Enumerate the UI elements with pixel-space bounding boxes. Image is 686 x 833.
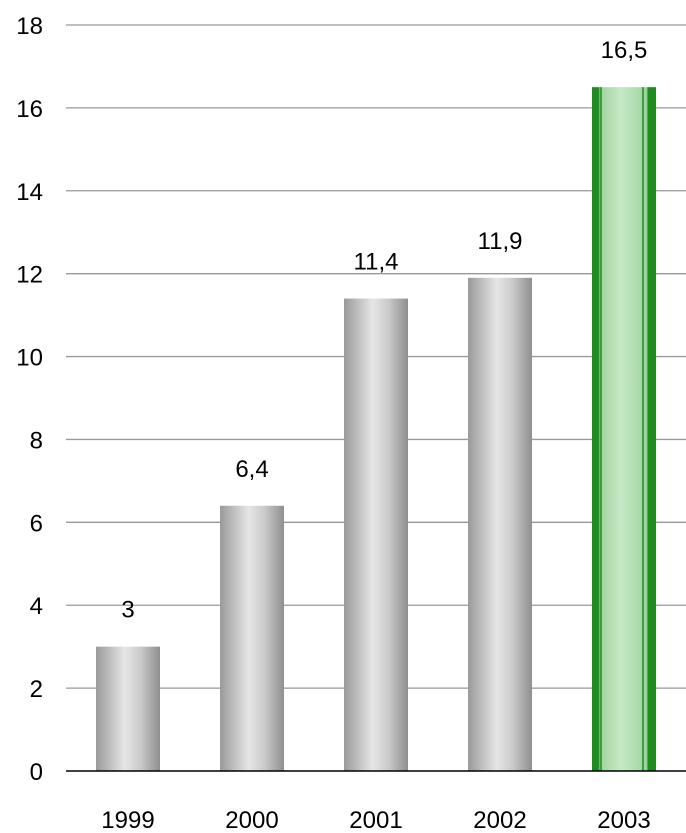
y-tick-label: 14 (16, 179, 43, 206)
y-tick-label: 8 (30, 427, 43, 454)
y-tick-label: 18 (16, 13, 43, 40)
y-tick-label: 12 (16, 262, 43, 289)
y-tick-label: 6 (30, 510, 43, 537)
bars (96, 87, 656, 771)
bar-2003 (592, 87, 656, 771)
y-tick-label: 4 (30, 593, 43, 620)
x-tick-label-1999: 1999 (101, 807, 154, 833)
y-tick-label: 0 (30, 759, 43, 786)
bar-2000 (220, 505, 284, 771)
bar-2001 (344, 298, 408, 771)
y-tick-label: 16 (16, 96, 43, 123)
bar-1999 (96, 646, 160, 771)
data-label-2002: 11,9 (478, 228, 523, 255)
bar-2002 (468, 277, 532, 771)
data-label-2000: 6,4 (235, 456, 268, 483)
x-tick-label-2002: 2002 (473, 807, 526, 833)
x-tick-label-2003: 2003 (597, 807, 650, 833)
data-labels: 3 6,4 11,4 11,9 16,5 (121, 37, 647, 624)
data-label-2003: 16,5 (601, 37, 648, 64)
data-label-2001: 11,4 (354, 249, 399, 276)
y-tick-label: 10 (16, 345, 43, 372)
x-axis-tick-labels: 1999 2000 2001 2002 2003 (101, 807, 650, 833)
data-label-1999: 3 (121, 597, 134, 624)
x-tick-label-2001: 2001 (349, 807, 402, 833)
y-axis-tick-labels: 0 2 4 6 8 10 12 14 16 18 (16, 13, 43, 786)
x-tick-label-2000: 2000 (225, 807, 278, 833)
y-tick-label: 2 (30, 676, 43, 703)
